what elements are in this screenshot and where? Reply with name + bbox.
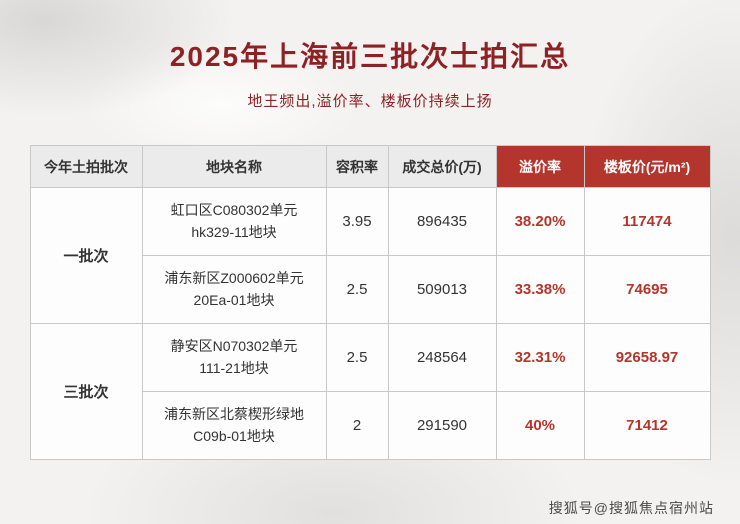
plot-name-cell: 浦东新区北蔡楔形绿地 C09b-01地块 — [141, 391, 327, 460]
table-row: 一批次 虹口区C080302单元 hk329-11地块 3.95 896435 … — [29, 187, 711, 324]
batch-cell-first: 一批次 — [29, 187, 143, 324]
col-header-floor-price: 楼板价(元/m²) — [583, 145, 711, 188]
premium-rate-cell: 32.31% — [495, 323, 585, 392]
col-header-far: 容积率 — [325, 145, 389, 188]
batch-cell-third: 三批次 — [29, 323, 143, 460]
premium-rate-cell: 40% — [495, 391, 585, 460]
total-price-cell: 509013 — [387, 255, 497, 324]
land-auction-table: 今年土拍批次 地块名称 容积率 成交总价(万) 溢价率 楼板价(元/m²) 一批… — [29, 145, 711, 460]
floor-price-cell: 74695 — [583, 255, 711, 324]
total-price-cell: 896435 — [387, 187, 497, 256]
plot-name-cell: 静安区N070302单元 111-21地块 — [141, 323, 327, 392]
far-cell: 2.5 — [325, 323, 389, 392]
table-header-row: 今年土拍批次 地块名称 容积率 成交总价(万) 溢价率 楼板价(元/m²) — [29, 145, 711, 188]
total-price-cell: 291590 — [387, 391, 497, 460]
col-header-plot-name: 地块名称 — [141, 145, 327, 188]
table-row: 浦东新区北蔡楔形绿地 C09b-01地块 2 291590 40% 71412 — [30, 391, 711, 460]
page-subtitle: 地王频出,溢价率、楼板价持续上扬 — [247, 93, 493, 110]
watermark: 搜狐号@搜狐焦点宿州站 — [548, 500, 714, 516]
premium-rate-cell: 38.20% — [495, 187, 585, 256]
far-cell: 3.95 — [325, 187, 389, 256]
plot-name-cell: 浦东新区Z000602单元 20Ea-01地块 — [141, 255, 327, 324]
far-cell: 2.5 — [325, 255, 389, 324]
table-row: 三批次 静安区N070302单元 111-21地块 2.5 248564 32.… — [29, 323, 711, 460]
col-header-total-price: 成交总价(万) — [387, 145, 497, 188]
far-cell: 2 — [325, 391, 389, 460]
floor-price-cell: 92658.97 — [583, 323, 711, 392]
plot-name-cell: 虹口区C080302单元 hk329-11地块 — [141, 187, 327, 256]
floor-price-cell: 117474 — [583, 187, 711, 256]
premium-rate-cell: 33.38% — [495, 255, 585, 324]
col-header-premium-rate: 溢价率 — [495, 145, 585, 188]
floor-price-cell: 71412 — [583, 391, 711, 460]
total-price-cell: 248564 — [387, 323, 497, 392]
table-row: 浦东新区Z000602单元 20Ea-01地块 2.5 509013 33.38… — [30, 255, 711, 324]
col-header-batch: 今年土拍批次 — [29, 145, 143, 188]
page-title: 2025年上海前三批次士拍汇总 — [169, 41, 571, 72]
